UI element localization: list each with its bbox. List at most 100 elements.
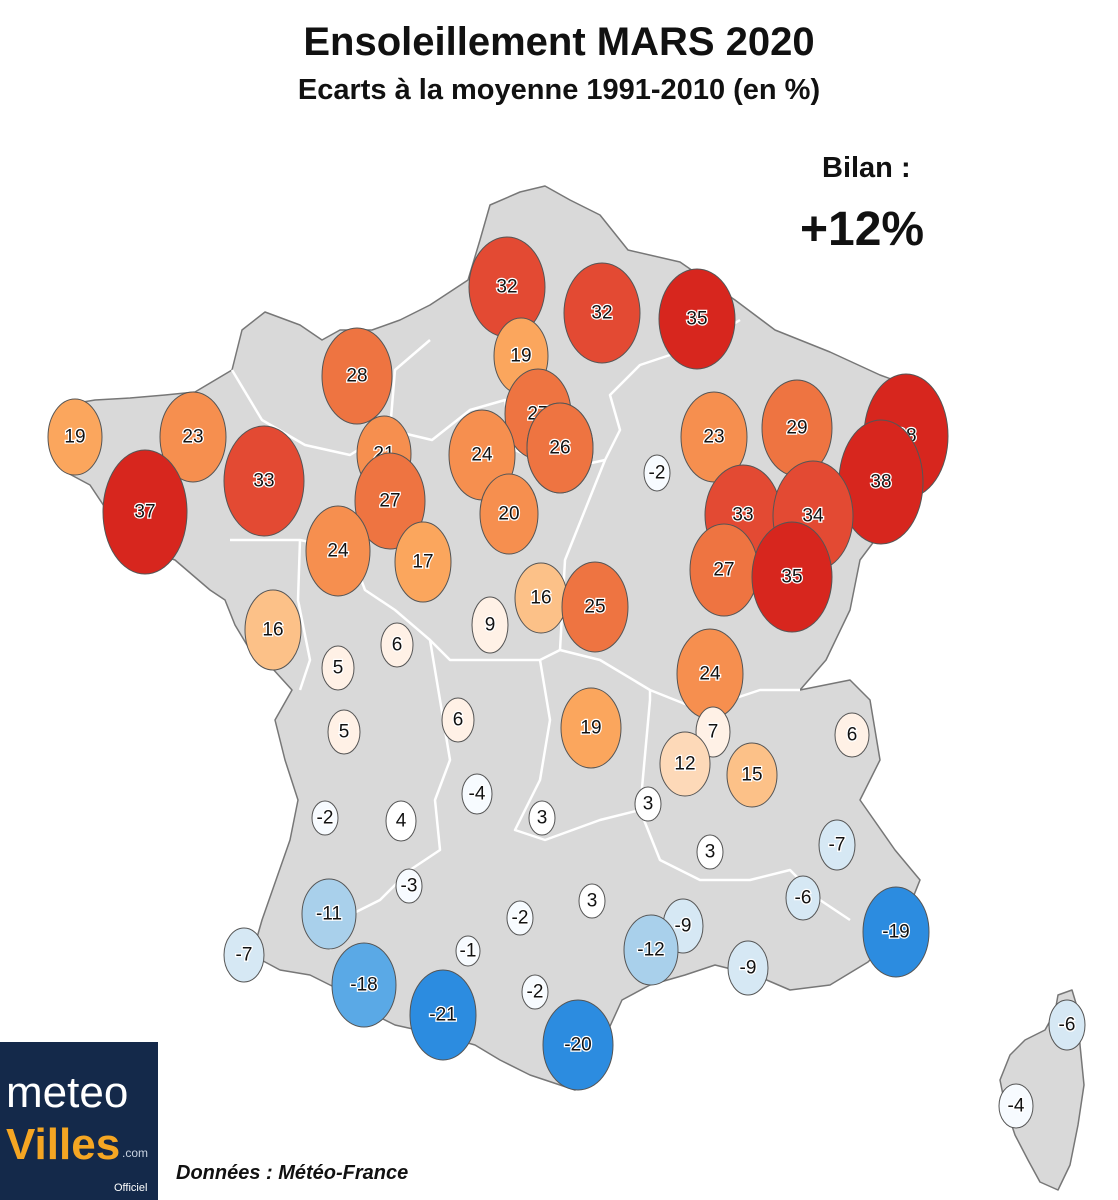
station-marker [658,268,736,370]
station-bubble: -2 [311,800,339,836]
station-value-label: 19 [510,346,531,367]
station-value-label: 33 [253,471,274,492]
station-value-label: 4 [396,811,407,832]
data-source: Données : Météo-France [176,1162,409,1184]
station-bubble: -4 [461,773,493,815]
station-bubble: -2 [506,900,534,936]
station-bubble: -7 [818,819,856,871]
station-bubble: -2 [643,454,671,492]
station-value-label: 28 [346,366,367,387]
station-bubble: -4 [998,1083,1034,1129]
station-bubble: 27 [689,523,759,617]
station-value-label: 32 [591,303,612,324]
station-value-label: 37 [134,502,155,523]
map-subtitle: Ecarts à la moyenne 1991-2010 (en %) [297,74,821,106]
station-value-label: -7 [829,835,846,856]
station-value-label: 19 [64,427,85,448]
station-value-label: -2 [649,463,666,484]
station-marker [159,391,227,483]
station-value-label: -20 [564,1035,591,1056]
station-value-label: -6 [795,888,812,909]
station-bubble: 27 [354,452,426,550]
station-value-label: -4 [1008,1096,1025,1117]
summary-label: Bilan : [822,152,911,184]
station-value-label: 16 [530,588,551,609]
station-bubble: 23 [159,391,227,483]
station-bubble: 24 [676,628,744,720]
station-bubble: -3 [395,868,423,904]
station-value-label: 32 [496,277,517,298]
station-value-label: -2 [527,982,544,1003]
station-value-label: -18 [350,975,377,996]
station-value-label: 3 [587,891,598,912]
station-value-label: 12 [674,754,695,775]
station-marker [659,731,711,797]
station-bubble: 32 [468,236,546,338]
station-value-label: 24 [327,541,349,562]
station-value-label: 26 [549,438,570,459]
station-value-label: 34 [802,506,824,527]
station-value-label: 27 [379,491,400,512]
station-bubble: 9 [471,596,509,654]
station-marker [321,645,355,691]
station-bubble: 3 [528,800,556,836]
station-marker [818,819,856,871]
station-value-label: 5 [333,658,344,679]
station-value-label: -4 [469,784,486,805]
summary-value: +12% [800,203,925,256]
station-value-label: 5 [339,722,350,743]
station-bubble: 26 [526,402,594,494]
meteovilles-logo: meteo Villes .com Officiel [0,1042,158,1200]
station-value-label: 35 [686,309,707,330]
station-value-label: 24 [471,445,493,466]
station-bubble: 33 [223,425,305,537]
station-bubble: 35 [658,268,736,370]
logo-tag: Officiel [114,1182,148,1194]
station-value-label: 3 [537,808,548,829]
station-marker [479,473,539,555]
station-marker [244,589,302,671]
logo-line-villes: Villes [6,1120,121,1169]
station-bubble: 20 [479,473,539,555]
station-bubble: 16 [514,562,568,634]
station-bubble: 37 [102,449,188,575]
station-marker [726,742,778,808]
station-marker [1048,999,1086,1051]
station-value-label: 38 [870,472,891,493]
station-marker [327,709,361,755]
station-bubble: 5 [327,709,361,755]
station-bubble: 5 [321,645,355,691]
station-value-label: 33 [732,505,753,526]
station-value-label: 3 [705,842,716,863]
station-marker [455,935,481,967]
station-marker [563,262,641,364]
station-bubble: -19 [862,886,930,978]
station-marker [102,449,188,575]
station-marker [542,999,614,1091]
station-marker [395,868,423,904]
station-value-label: 20 [498,504,519,525]
station-marker [785,875,821,921]
station-bubble: -6 [785,875,821,921]
station-bubble: 3 [578,883,606,919]
station-value-label: 23 [182,427,203,448]
station-bubble: 3 [696,834,724,870]
station-marker [862,886,930,978]
station-marker [623,914,679,986]
station-bubble: 17 [394,521,452,603]
map-title: Ensoleillement MARS 2020 [303,20,815,64]
station-bubble: 3 [634,786,662,822]
station-marker [385,800,417,842]
station-marker [506,900,534,936]
station-bubble: -6 [1048,999,1086,1051]
station-marker [394,521,452,603]
station-bubble: 28 [321,327,393,425]
logo-line-meteo: meteo [6,1068,129,1117]
station-bubble: 15 [726,742,778,808]
station-value-label: 3 [643,794,654,815]
station-bubble: -12 [623,914,679,986]
station-bubble: 6 [380,622,414,668]
station-bubble: -11 [301,878,357,950]
station-value-label: -19 [882,922,909,943]
station-bubble: 12 [659,731,711,797]
